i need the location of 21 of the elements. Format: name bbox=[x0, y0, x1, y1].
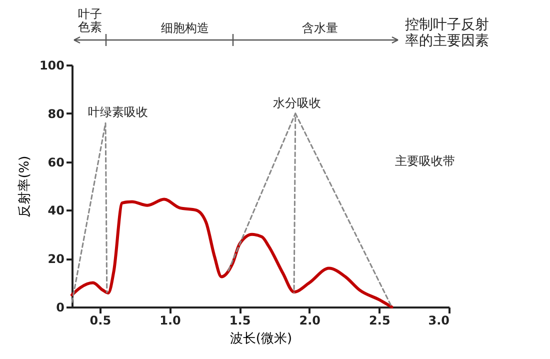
x-tick-label: 3.0 bbox=[428, 314, 450, 328]
y-tick-label: 100 bbox=[39, 58, 64, 72]
y-axis-title: 反射率(%) bbox=[16, 156, 32, 218]
text: 细胞构造 bbox=[161, 21, 209, 35]
x-tick-label: 0.5 bbox=[90, 314, 112, 328]
y-tick-label: 60 bbox=[48, 155, 64, 170]
x-tick-label: 2.5 bbox=[369, 314, 390, 328]
y-tick-label: 0 bbox=[56, 300, 64, 314]
x-tick-label: 1.5 bbox=[229, 314, 251, 328]
text: 控制叶子反射率的主要因素 bbox=[405, 17, 489, 49]
x-axis-title: 波长(微米) bbox=[230, 332, 292, 346]
text: 含水量 bbox=[302, 21, 338, 35]
annotation: 叶绿素吸收 bbox=[88, 105, 148, 119]
y-tick-label: 40 bbox=[48, 204, 64, 218]
annotation: 水分吸收 bbox=[273, 96, 321, 110]
annotation: 主要吸收带 bbox=[395, 154, 455, 168]
text: 叶子色素 bbox=[78, 7, 102, 34]
y-tick-label: 20 bbox=[48, 252, 64, 266]
y-tick-label: 80 bbox=[48, 106, 64, 121]
x-tick-label: 2.0 bbox=[299, 314, 321, 328]
x-tick-label: 1.0 bbox=[160, 314, 181, 328]
